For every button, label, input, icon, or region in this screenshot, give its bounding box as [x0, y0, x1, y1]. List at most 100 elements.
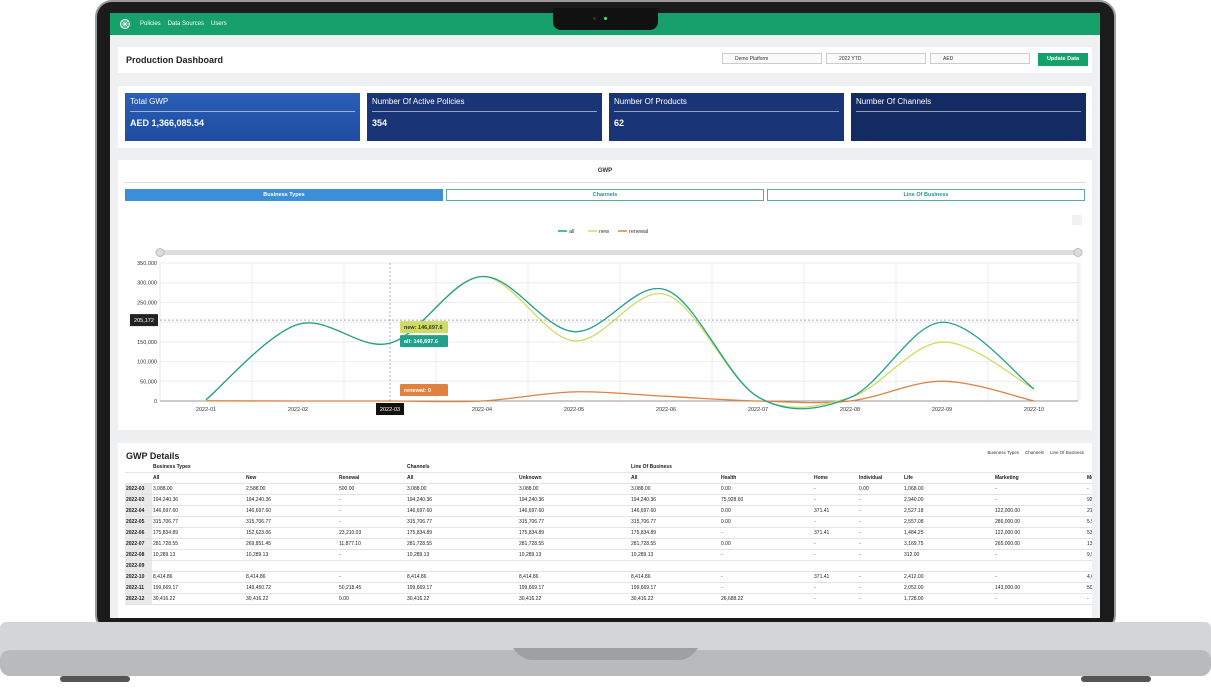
update-button[interactable]: Update Data	[1038, 53, 1088, 66]
chart-card: GWP	[118, 160, 1092, 430]
filter-select[interactable]: Demo Platform	[722, 53, 822, 64]
table-row: 2022-11 199,669.17 149,450.72 50,218.45 199,…	[125, 582, 1092, 594]
table-cell: 8,414.86	[245, 571, 338, 583]
table-cell: 30,416.22	[406, 593, 518, 605]
x-tick-label: 2022-04	[472, 407, 492, 413]
chart-tab[interactable]: Business Types	[125, 189, 443, 201]
table-cell: 175,834.89	[630, 527, 721, 539]
kpi-rule	[856, 111, 1081, 112]
nav-link[interactable]: Policies	[140, 21, 161, 27]
table-cell: 281,728.55	[518, 538, 631, 550]
nav-link[interactable]: Data Sources	[167, 21, 205, 27]
table-cell-empty	[338, 560, 406, 572]
tooltip-text: new: 146,697.6	[404, 325, 443, 331]
table-cell: 30,416.22	[245, 593, 338, 605]
table-cell: -	[338, 505, 406, 517]
table-cell: 1,484.25	[903, 527, 995, 539]
table-cell: -	[994, 483, 1087, 495]
table-cell: 1,068.00	[903, 483, 995, 495]
table-cell: 286,000.00	[994, 516, 1087, 528]
table-cell: 8,414.86	[406, 571, 518, 583]
screen: Policies Data Sources Users Production Das…	[110, 13, 1100, 618]
column-header: New	[245, 472, 338, 484]
filter-select[interactable]: AED	[930, 53, 1030, 64]
tooltip-text: renewal: 0	[404, 388, 431, 394]
column-header: All	[630, 472, 721, 484]
x-tick-label: 2022-05	[564, 407, 584, 413]
kpi-label: Total GWP	[130, 97, 169, 106]
kpi-label: Number Of Active Policies	[372, 97, 465, 106]
table-cell: 175,834.89	[406, 527, 518, 539]
kpi-tile: Number Of Products 62	[609, 93, 844, 141]
table-cell: 146,697.60	[630, 505, 721, 517]
column-header: Individual	[858, 472, 904, 484]
table-cell-empty	[994, 560, 1087, 572]
table-cell: 281,728.55	[152, 538, 245, 550]
table-toggle[interactable]: Line Of Business	[1049, 450, 1084, 455]
table-cell: -	[813, 538, 859, 550]
table-toggle[interactable]: Channels	[1024, 450, 1044, 455]
tooltip-bg	[400, 384, 448, 396]
table-cell: 281,728.55	[406, 538, 518, 550]
table-cell: -	[720, 549, 814, 561]
row-label: 2022-06	[125, 527, 152, 539]
column-header-row: All New Renewal All Unknown All Health Home Indi…	[125, 472, 1092, 484]
chart-tab[interactable]: Channels	[446, 189, 764, 201]
x-tick-label: 2022-10	[1024, 407, 1044, 413]
table-cell: 265,000.00	[994, 538, 1087, 550]
page-title: Production Dashboard	[126, 55, 224, 65]
table-cell: 3,088.00	[630, 483, 721, 495]
table-cell: 0.00	[720, 483, 814, 495]
table-cell-empty	[245, 560, 338, 572]
table-cell: 30,416.22	[152, 593, 245, 605]
table-cell: -	[813, 582, 859, 594]
table-cell: 13,0	[1086, 538, 1092, 550]
kpi-tile: Total GWP AED 1,366,085.54	[125, 93, 360, 141]
table-cell: -	[1086, 483, 1092, 495]
row-label: 2022-07	[125, 538, 152, 550]
table-cell: 0.00	[720, 505, 814, 517]
table-cell: 281,728.55	[630, 538, 721, 550]
table-cell: 30,416.22	[630, 593, 721, 605]
table-cell: 3,169.75	[903, 538, 995, 550]
filter-select[interactable]: 2022 YTD	[826, 53, 926, 64]
table-cell: 500.00	[338, 483, 406, 495]
row-label: 2022-03	[125, 483, 152, 495]
crosshair-x-bg	[376, 403, 404, 415]
table-cell: -	[813, 516, 859, 528]
table-title: GWP Details	[126, 451, 180, 461]
table-toggle[interactable]: Business Types	[987, 450, 1019, 455]
header-card: Production Dashboard Update Data	[118, 47, 1092, 73]
table-cell: -	[813, 549, 859, 561]
tooltip-bg	[400, 335, 448, 348]
column-header: Health	[720, 472, 814, 484]
series-line	[205, 380, 1035, 404]
zoom-slider	[160, 250, 1078, 255]
table-cell: 194,240.36	[152, 494, 245, 506]
table-cell: 2,527.18	[903, 505, 995, 517]
foot	[1081, 676, 1151, 682]
chart-tab[interactable]: Line Of Business	[767, 189, 1085, 201]
table-cell: 2,588.00	[245, 483, 338, 495]
table-cell: 10,289.13	[630, 549, 721, 561]
table-cell: -	[338, 571, 406, 583]
table-cell: 175,834.89	[518, 527, 631, 539]
gwp-table: Business Types Channels Line Of Business Al…	[125, 462, 1092, 605]
column-header: Marketing	[994, 472, 1087, 484]
kpi-value: 354	[372, 118, 388, 128]
nav-link[interactable]: Users	[211, 21, 227, 27]
table-cell: 8,414.86	[518, 571, 631, 583]
table-cell: 199,669.17	[152, 582, 245, 594]
table-cell: -	[994, 494, 1087, 506]
kpi-tile: Number Of Active Policies 354	[367, 93, 602, 141]
logo	[120, 19, 130, 29]
plot-area	[159, 262, 1079, 402]
table-cell: 143,000.00	[994, 582, 1087, 594]
column-header: All	[406, 472, 518, 484]
kpi-tile: Number Of Channels	[851, 93, 1086, 141]
table-cell: 2,557.08	[903, 516, 995, 528]
row-label: 2022-02	[125, 494, 152, 506]
table-cell: 146,697.60	[406, 505, 518, 517]
x-tick-label: 2022-09	[932, 407, 952, 413]
nav-links: Policies Data Sources Users	[140, 13, 227, 35]
